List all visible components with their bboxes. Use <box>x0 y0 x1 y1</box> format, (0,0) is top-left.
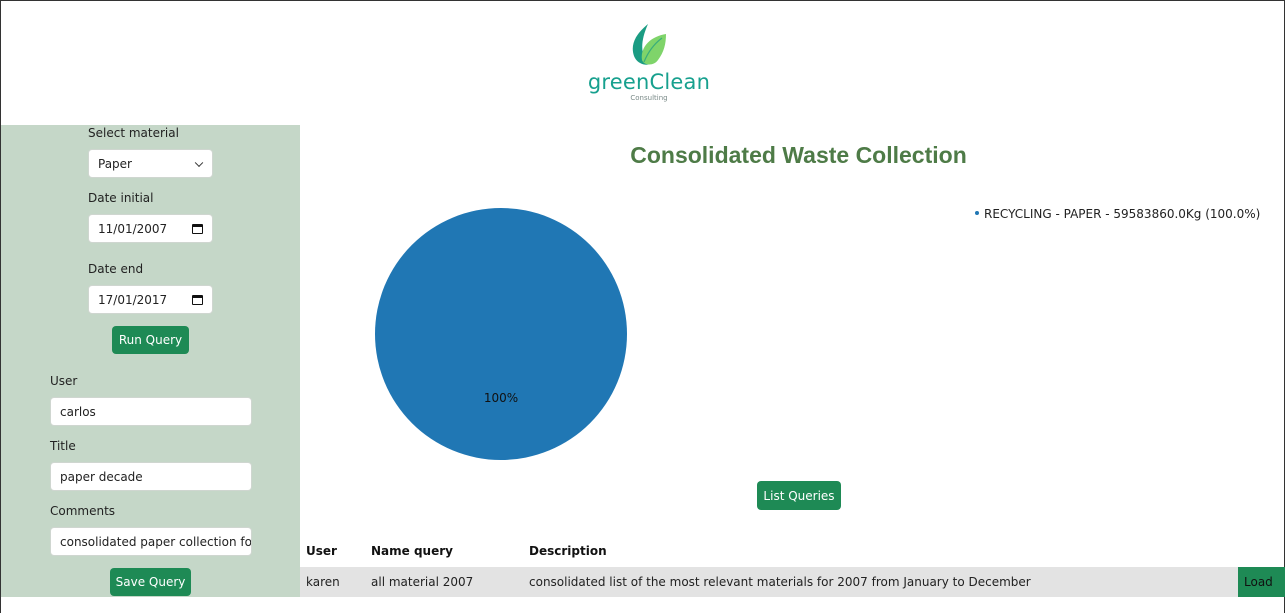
date-end-input[interactable]: 17/01/2017 <box>88 285 213 314</box>
cell-user: karen <box>306 575 340 589</box>
table-row <box>300 567 1285 597</box>
waste-pie-chart: 100% <box>375 208 627 460</box>
material-select[interactable]: Paper <box>88 149 213 178</box>
page-title: Consolidated Waste Collection <box>630 142 967 168</box>
save-query-button[interactable]: Save Query <box>110 568 191 596</box>
comments-input[interactable]: consolidated paper collection for <box>50 527 252 556</box>
date-initial-label: Date initial <box>88 191 154 205</box>
comments-label: Comments <box>50 504 116 518</box>
leaf-logo-icon <box>632 24 666 65</box>
run-query-button[interactable]: Run Query <box>112 326 189 354</box>
chevron-down-icon <box>194 158 204 167</box>
calendar-icon[interactable] <box>192 223 203 234</box>
title-input-value: paper decade <box>60 469 143 484</box>
user-input[interactable]: carlos <box>50 397 252 426</box>
cell-description: consolidated list of the most relevant m… <box>529 575 1031 589</box>
date-end-label: Date end <box>88 262 144 276</box>
brand-tagline: Consulting <box>630 94 668 102</box>
date-initial-value: 11/01/2007 <box>98 221 168 236</box>
calendar-icon[interactable] <box>192 294 203 305</box>
query-sidebar: Select material Paper Date initial 11/01… <box>1 125 300 597</box>
title-input[interactable]: paper decade <box>50 462 252 491</box>
brand-name: greenClean <box>587 70 711 94</box>
date-initial-input[interactable]: 11/01/2007 <box>88 214 213 243</box>
load-query-button[interactable]: Load <box>1238 567 1285 597</box>
user-label: User <box>50 374 78 388</box>
chart-legend: RECYCLING - PAPER - 59583860.0Kg (100.0%… <box>975 207 1260 221</box>
user-input-value: carlos <box>60 404 96 419</box>
cell-name-query: all material 2007 <box>371 575 474 589</box>
material-label: Select material <box>88 126 179 140</box>
material-select-value: Paper <box>98 156 132 171</box>
column-header-name-query: Name query <box>371 544 453 558</box>
brand-logo: greenClean Consulting <box>586 20 712 104</box>
column-header-description: Description <box>529 544 607 558</box>
title-label: Title <box>50 439 76 453</box>
pie-slice-0 <box>375 208 627 460</box>
pie-slice-label-0: 100% <box>484 391 518 405</box>
comments-input-value: consolidated paper collection for <box>60 534 252 549</box>
legend-marker <box>975 211 979 215</box>
list-queries-button[interactable]: List Queries <box>757 481 841 510</box>
column-header-user: User <box>306 544 337 558</box>
legend-entry: RECYCLING - PAPER - 59583860.0Kg (100.0%… <box>984 207 1261 221</box>
date-end-value: 17/01/2017 <box>98 292 168 307</box>
